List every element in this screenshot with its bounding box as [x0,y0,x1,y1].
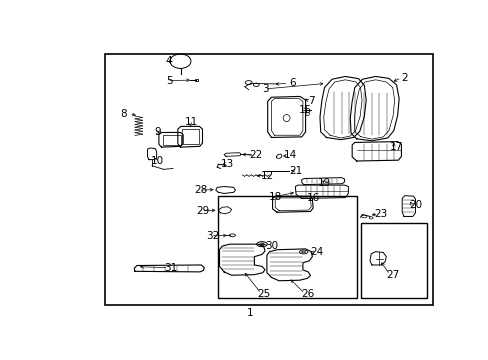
Text: 12: 12 [261,171,274,181]
Text: 23: 23 [374,209,387,219]
Bar [195,79,197,81]
Bar [104,54,432,305]
Text: 13: 13 [221,159,234,169]
Text: 14: 14 [283,150,296,161]
Bar [182,129,199,144]
Text: 21: 21 [289,166,302,176]
Text: 1: 1 [247,309,253,319]
Text: 18: 18 [268,192,281,202]
Text: 29: 29 [196,206,209,216]
Text: 26: 26 [300,289,313,299]
Text: 22: 22 [249,150,263,161]
Text: 11: 11 [185,117,198,127]
Text: 25: 25 [257,289,270,299]
Text: 9: 9 [154,127,161,137]
Text: 2: 2 [400,73,407,83]
Text: 16: 16 [306,193,319,203]
Text: 5: 5 [165,76,172,86]
Bar [360,223,426,298]
Text: 32: 32 [205,231,219,241]
Text: 24: 24 [310,247,323,257]
Text: 20: 20 [408,201,421,210]
Text: 28: 28 [194,185,207,195]
Text: 6: 6 [288,78,295,89]
Text: 7: 7 [307,96,314,107]
Text: 10: 10 [151,156,164,166]
Text: 8: 8 [120,109,127,119]
Text: 30: 30 [264,240,278,251]
Text: 4: 4 [165,56,172,66]
Text: 19: 19 [317,178,330,188]
Text: 15: 15 [298,105,311,115]
Text: 17: 17 [389,142,402,152]
Text: 3: 3 [262,84,268,94]
Text: 27: 27 [386,270,399,280]
Bar [163,135,180,145]
Bar [218,195,356,298]
Text: 31: 31 [164,263,177,273]
